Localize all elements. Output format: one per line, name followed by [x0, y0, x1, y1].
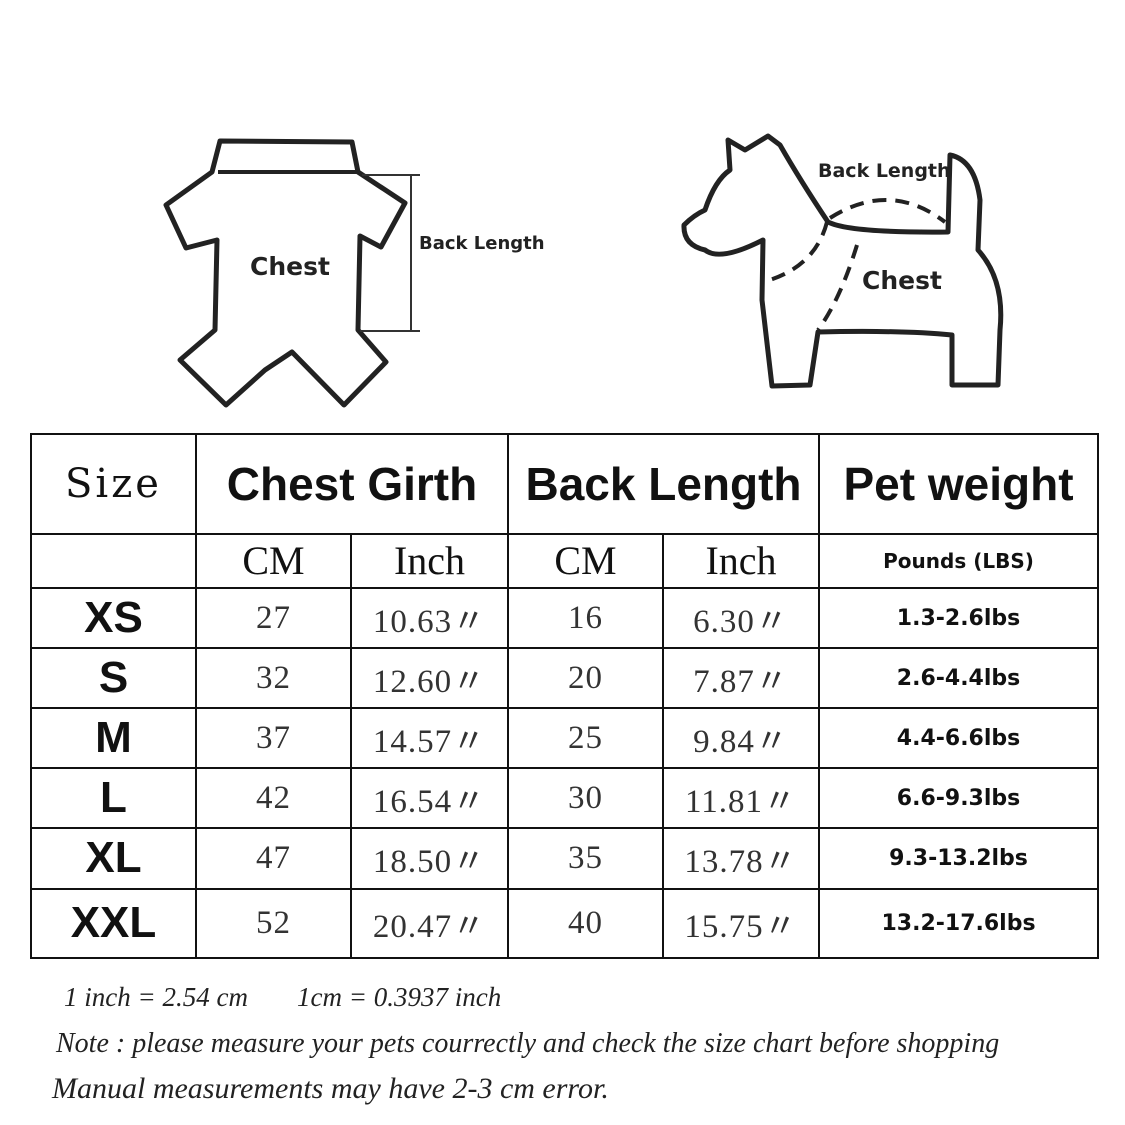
cell-chest-cm: 47 [195, 826, 352, 890]
shirt-diagram [163, 138, 408, 408]
cell-back-cm: 35 [507, 826, 664, 890]
cell-chest-inch: 20.47〃 [350, 887, 509, 960]
cell-chest-cm: 42 [195, 767, 352, 829]
cell-size: L [30, 767, 197, 829]
dog-chest-label: Chest [862, 266, 942, 295]
header-size: Size [30, 433, 197, 535]
cell-size: XXL [30, 887, 197, 960]
cell-weight: 4.4-6.6lbs [818, 707, 1100, 770]
cell-size: XL [30, 826, 197, 890]
cell-back-inch: 7.87〃 [661, 647, 821, 710]
cell-size: S [30, 647, 197, 710]
cell-weight: 13.2-17.6lbs [818, 887, 1100, 960]
cell-back-inch: 13.78〃 [661, 826, 821, 890]
cell-back-cm: 25 [507, 707, 664, 770]
table-row: S 32 12.60〃 20 7.87〃 2.6-4.4lbs [30, 647, 1100, 710]
cell-weight: 1.3-2.6lbs [818, 587, 1100, 650]
subheader-row: CM Inch CM Inch Pounds (LBS) [30, 532, 1100, 590]
cell-weight: 2.6-4.4lbs [818, 647, 1100, 710]
cell-back-cm: 40 [507, 887, 664, 960]
header-pet-weight: Pet weight [818, 433, 1100, 535]
cell-back-inch: 11.81〃 [661, 767, 821, 829]
cell-chest-inch: 18.50〃 [350, 826, 509, 890]
cell-size: M [30, 707, 197, 770]
dog-back-length-label: Back Length [818, 160, 951, 182]
cell-size: XS [30, 587, 197, 650]
illustrations [163, 133, 1004, 408]
table-row: L 42 16.54〃 30 11.81〃 6.6-9.3lbs [30, 767, 1100, 829]
cell-chest-cm: 27 [195, 587, 352, 650]
measure-note: Note : please measure your pets courrect… [56, 1028, 1000, 1059]
subheader-back-inch: Inch [661, 532, 821, 590]
subheader-back-cm: CM [507, 532, 664, 590]
table-row: XS 27 10.63〃 16 6.30〃 1.3-2.6lbs [30, 587, 1100, 650]
cell-back-cm: 30 [507, 767, 664, 829]
cell-chest-inch: 10.63〃 [350, 587, 509, 650]
dog-outline [681, 133, 1004, 389]
subheader-chest-inch: Inch [350, 532, 509, 590]
header-chest-girth: Chest Girth [195, 433, 509, 535]
shirt-back-length-label: Back Length [419, 233, 545, 254]
dog-diagram [681, 133, 1004, 389]
shirt-chest-label: Chest [250, 252, 330, 281]
cell-chest-inch: 12.60〃 [350, 647, 509, 710]
back-length-measure [360, 174, 420, 332]
conversion-cm-to-inch: 1cm = 0.3937 inch [297, 982, 502, 1012]
shirt-outline [163, 138, 408, 408]
cell-back-inch: 15.75〃 [661, 887, 821, 960]
cell-chest-inch: 14.57〃 [350, 707, 509, 770]
cell-chest-cm: 52 [195, 887, 352, 960]
cell-chest-inch: 16.54〃 [350, 767, 509, 829]
cell-weight: 6.6-9.3lbs [818, 767, 1100, 829]
table-row: XXL 52 20.47〃 40 15.75〃 13.2-17.6lbs [30, 887, 1100, 960]
cell-back-inch: 9.84〃 [661, 707, 821, 770]
conversion-inch-to-cm: 1 inch = 2.54 cm [64, 982, 248, 1012]
subheader-weight-unit: Pounds (LBS) [818, 532, 1100, 590]
cell-chest-cm: 32 [195, 647, 352, 710]
table-row: M 37 14.57〃 25 9.84〃 4.4-6.6lbs [30, 707, 1100, 770]
header-back-length: Back Length [506, 433, 821, 535]
header-row: Size Chest Girth Back Length Pet weight [30, 433, 1100, 535]
cell-chest-cm: 37 [195, 707, 352, 770]
size-chart-table: Size Chest Girth Back Length Pet weight … [30, 433, 1100, 960]
cell-back-cm: 20 [507, 647, 664, 710]
table-row: XL 47 18.50〃 35 13.78〃 9.3-13.2lbs [30, 826, 1100, 890]
cell-back-inch: 6.30〃 [661, 587, 821, 650]
cell-back-cm: 16 [507, 587, 664, 650]
cell-weight: 9.3-13.2lbs [818, 826, 1100, 890]
error-note: Manual measurements may have 2-3 cm erro… [52, 1072, 609, 1105]
subheader-chest-cm: CM [195, 532, 352, 590]
dog-measure-lines [762, 198, 947, 332]
subheader-empty [30, 532, 197, 590]
